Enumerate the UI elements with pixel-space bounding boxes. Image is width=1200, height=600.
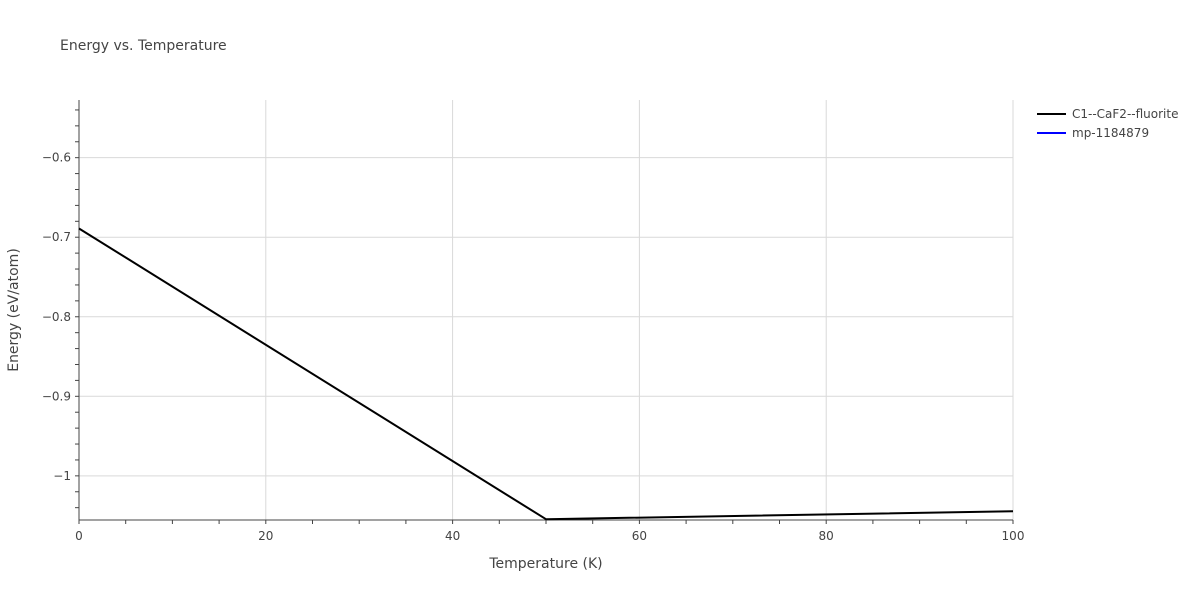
y-tick-label: −0.9	[42, 389, 71, 403]
series-line	[78, 227, 1014, 521]
tick-labels: 0 20 40 60 80 100 −0.6 −0.7 −0.8 −0.9 −1	[42, 151, 1025, 543]
axes	[75, 100, 1014, 524]
y-tick-label: −1	[53, 469, 71, 483]
y-tick-label: −0.6	[42, 151, 71, 165]
x-tick-label: 40	[445, 529, 460, 543]
legend-item-label: C1--CaF2--fluorite	[1072, 107, 1178, 121]
x-tick-label: 0	[75, 529, 83, 543]
x-tick-label: 80	[819, 529, 834, 543]
y-axis-title: Energy (eV/atom)	[6, 248, 22, 372]
grid-lines	[79, 100, 1014, 520]
chart-title: Energy vs. Temperature	[60, 38, 227, 54]
x-tick-label: 20	[258, 529, 273, 543]
plot-area	[78, 227, 1014, 521]
legend-item-label: mp-1184879	[1072, 126, 1149, 140]
y-tick-label: −0.7	[42, 230, 71, 244]
y-tick-label: −0.8	[42, 310, 71, 324]
legend[interactable]: C1--CaF2--fluorite mp-1184879	[1037, 107, 1178, 140]
x-tick-label: 100	[1002, 529, 1025, 543]
x-axis-title: Temperature (K)	[488, 556, 602, 572]
x-tick-label: 60	[632, 529, 647, 543]
